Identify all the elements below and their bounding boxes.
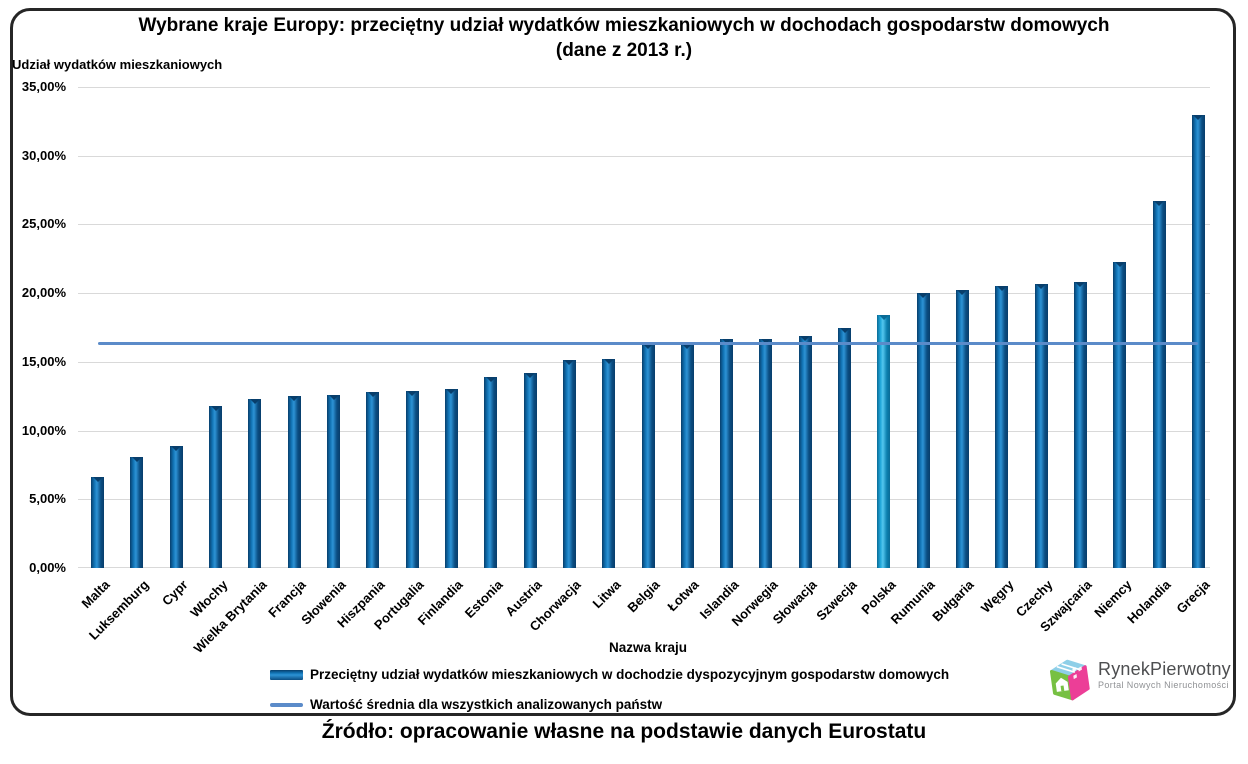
bar-top-bevel xyxy=(328,394,339,400)
bar-luksemburg xyxy=(130,456,144,568)
y-tick-label: 30,00% xyxy=(21,147,66,163)
legend-line-label: Wartość średnia dla wszystkich analizowa… xyxy=(310,697,663,712)
y-tick-label: 35,00% xyxy=(21,79,66,94)
bar-top-bevel xyxy=(407,390,418,396)
logo-subtitle: Portal Nowych Nieruchomości xyxy=(1098,680,1229,690)
bar-malta xyxy=(91,477,105,568)
logo-cube-icon xyxy=(1049,659,1090,708)
bar-niemcy xyxy=(1113,261,1127,568)
bar-węgry xyxy=(995,286,1009,568)
bar-top-bevel xyxy=(525,372,536,378)
bar-top-bevel xyxy=(643,344,653,349)
rynekpierwotny-logo: RynekPierwotny Portal Nowych Nieruchomoś… xyxy=(1049,659,1231,708)
bar-norwegia xyxy=(759,338,773,568)
bar-portugalia xyxy=(405,390,419,568)
bar-estonia xyxy=(484,376,498,568)
bar-hiszpania xyxy=(366,392,380,568)
bar-łotwa xyxy=(680,344,694,568)
bar-top-bevel xyxy=(878,315,889,321)
bar-chorwacja xyxy=(562,360,576,568)
bar-polska xyxy=(877,315,891,568)
bar-austria xyxy=(523,372,537,568)
bar-szwecja xyxy=(838,327,852,568)
y-tick-label: 20,00% xyxy=(21,285,66,301)
bar-cypr xyxy=(169,445,183,568)
gridline xyxy=(78,293,1210,295)
bar-top-bevel xyxy=(485,376,496,382)
bar-top-bevel xyxy=(131,456,142,462)
mean-line-swatch xyxy=(270,702,303,707)
bar-słowenia xyxy=(327,394,341,568)
bar-top-bevel xyxy=(918,293,929,299)
y-tick-label: 0,00% xyxy=(29,560,66,575)
bar-słowacja xyxy=(798,335,812,568)
y-tick-label: 25,00% xyxy=(21,216,66,232)
gridline xyxy=(78,87,1210,88)
y-tick-label: 15,00% xyxy=(21,353,66,369)
bar-top-bevel xyxy=(1193,114,1204,120)
bar-finlandia xyxy=(444,389,458,568)
bar-top-bevel xyxy=(1036,283,1047,289)
bar-top-bevel xyxy=(682,344,693,349)
logo-name: RynekPierwotny xyxy=(1098,659,1231,679)
legend-bar-label: Przeciętny udział wydatków mieszkaniowyc… xyxy=(310,667,950,682)
bar-top-bevel xyxy=(249,398,260,404)
bar-rumunia xyxy=(916,293,930,568)
y-tick-label: 5,00% xyxy=(29,491,66,507)
gridline xyxy=(78,224,1210,226)
bar-grecja xyxy=(1191,114,1205,568)
bar-holandia xyxy=(1152,201,1166,568)
bar-top-bevel xyxy=(760,338,771,344)
gridline xyxy=(78,155,1210,157)
bar-top-bevel xyxy=(839,327,850,333)
bar-litwa xyxy=(602,359,616,568)
bar-francja xyxy=(287,396,301,568)
bar-top-bevel xyxy=(996,286,1007,292)
bar-belgia xyxy=(641,344,655,568)
bar-top-bevel xyxy=(367,392,378,398)
bar-włochy xyxy=(209,405,223,568)
bar-top-bevel xyxy=(1114,261,1125,267)
source-footer: Źródło: opracowanie własne na podstawie … xyxy=(321,720,927,743)
bar-wielka-brytania xyxy=(248,398,262,568)
bar-szwajcaria xyxy=(1073,282,1087,568)
bar-top-bevel xyxy=(957,290,968,296)
legend-item-mean-line: Wartość średnia dla wszystkich analizowa… xyxy=(270,697,662,712)
chart-title: Wybrane kraje Europy: przeciętny udział … xyxy=(138,15,1110,62)
bar-top-bevel xyxy=(564,360,575,366)
plot-area xyxy=(78,87,1218,568)
legend-item-bars: Przeciętny udział wydatków mieszkaniowyc… xyxy=(270,667,949,682)
bar-top-bevel xyxy=(1075,282,1086,288)
mean-value-line xyxy=(97,341,1199,345)
bar-bułgaria xyxy=(955,290,969,568)
bar-top-bevel xyxy=(603,359,614,365)
bar-top-bevel xyxy=(721,338,732,344)
bar-top-bevel xyxy=(171,445,182,451)
bar-top-bevel xyxy=(800,335,811,341)
bar-series-swatch xyxy=(270,669,303,680)
bar-islandia xyxy=(720,338,734,568)
bar-top-bevel xyxy=(92,477,103,483)
bar-top-bevel xyxy=(210,405,221,411)
x-axis-title: Nazwa kraju xyxy=(608,640,688,655)
bar-czechy xyxy=(1034,283,1048,568)
bar-top-bevel xyxy=(446,389,457,395)
bar-top-bevel xyxy=(289,396,300,402)
bar-top-bevel xyxy=(1154,201,1165,207)
y-tick-label: 10,00% xyxy=(21,422,66,438)
y-axis-title: Udział wydatków mieszkaniowych xyxy=(12,57,223,72)
